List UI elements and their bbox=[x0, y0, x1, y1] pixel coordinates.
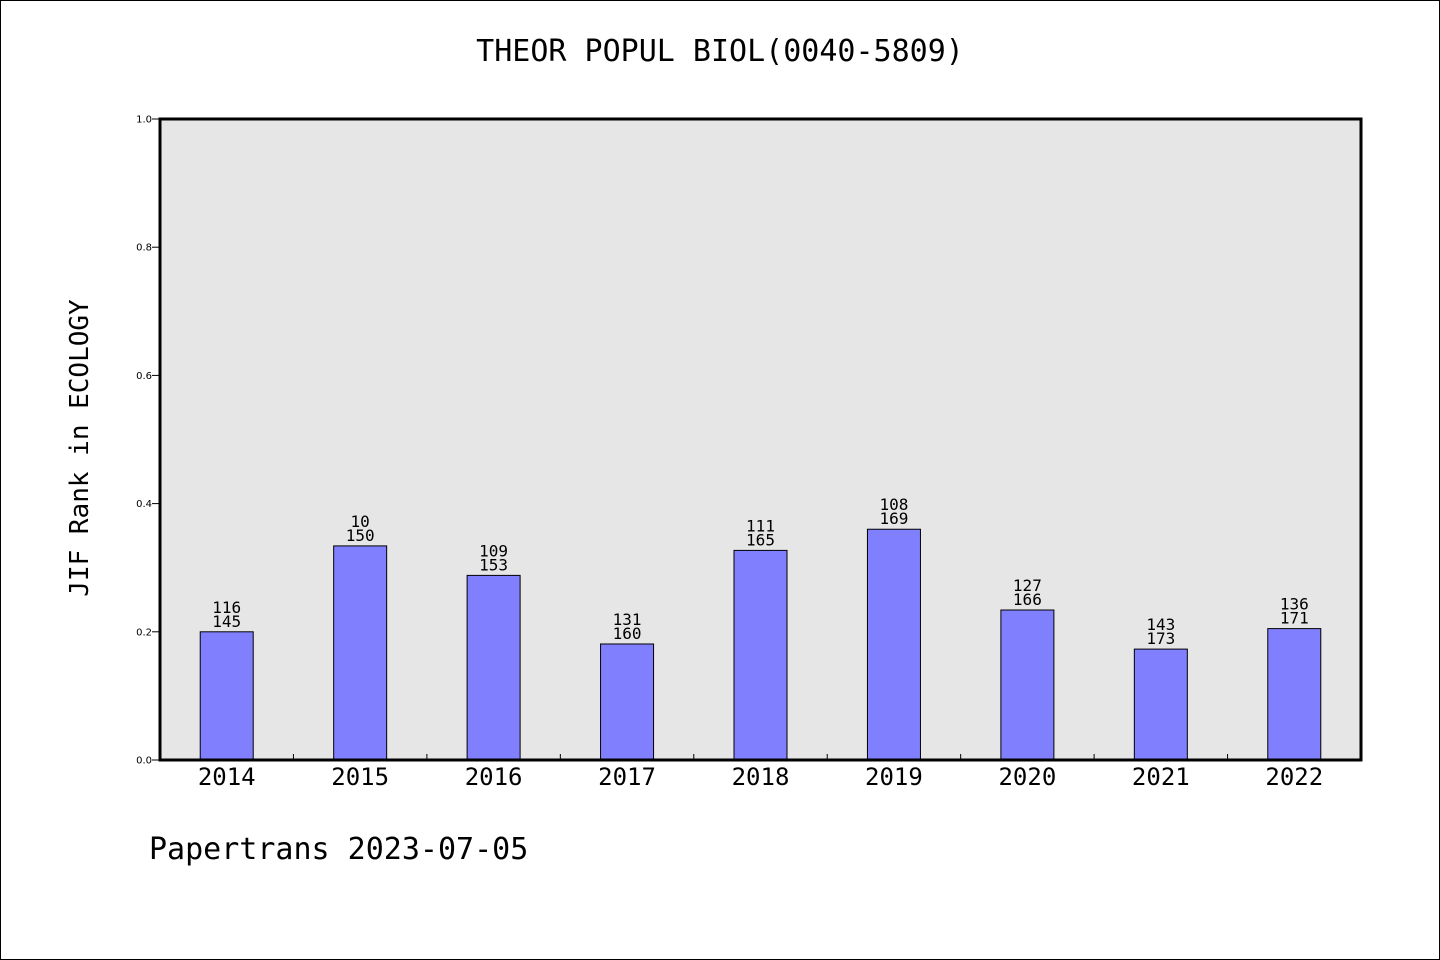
bar-rank-label: 109 bbox=[479, 541, 508, 560]
x-category-label: 2019 bbox=[865, 763, 923, 791]
bar bbox=[600, 643, 655, 761]
chart-title: THEOR POPUL BIOL(0040-5809) bbox=[476, 34, 964, 69]
bar bbox=[199, 631, 254, 761]
bar-total-label: 165 bbox=[746, 530, 775, 549]
x-category-label: 2022 bbox=[1265, 763, 1323, 791]
y-tick-label: 0.8 bbox=[136, 243, 152, 254]
y-axis-ticks: 0.0 0.2 0.4 0.6 0.8 1.0 bbox=[136, 115, 160, 767]
bar-total-label: 171 bbox=[1280, 609, 1309, 628]
x-category-label: 2018 bbox=[732, 763, 790, 791]
bars bbox=[199, 528, 1322, 761]
bar bbox=[733, 549, 788, 761]
bar-total-label: 169 bbox=[879, 509, 908, 528]
x-category-label: 2021 bbox=[1132, 763, 1190, 791]
bar-total-label: 166 bbox=[1013, 590, 1042, 609]
bar-total-label: 153 bbox=[479, 555, 508, 574]
bar-total-label: 160 bbox=[613, 624, 642, 643]
bar bbox=[333, 545, 388, 761]
y-tick-label: 0.6 bbox=[136, 371, 152, 382]
x-category-label: 2015 bbox=[331, 763, 389, 791]
footer-credit: Papertrans 2023-07-05 bbox=[149, 832, 529, 867]
bar-rank-label: 143 bbox=[1146, 615, 1175, 634]
bar-rank-label: 111 bbox=[746, 516, 775, 535]
bar bbox=[866, 528, 921, 761]
bar-rank-label: 136 bbox=[1280, 595, 1309, 614]
bar-rank-label: 10 bbox=[351, 512, 370, 531]
category-labels: 2014 2015 2016 2017 2018 2019 2020 2021 2022 bbox=[198, 763, 1323, 791]
bar-rank-label: 127 bbox=[1013, 576, 1042, 595]
x-category-label: 2016 bbox=[465, 763, 523, 791]
bar bbox=[466, 574, 521, 761]
y-tick-label: 0.4 bbox=[136, 499, 152, 510]
bar bbox=[1000, 609, 1055, 761]
y-tick-label: 0.2 bbox=[136, 627, 152, 638]
y-tick-label: 1.0 bbox=[136, 115, 152, 126]
bar-rank-label: 116 bbox=[212, 598, 241, 617]
x-category-label: 2014 bbox=[198, 763, 256, 791]
bar-total-label: 145 bbox=[212, 612, 241, 631]
bar-rank-label: 108 bbox=[879, 495, 908, 514]
plot-border bbox=[158, 117, 1363, 762]
bar-total-label: 173 bbox=[1146, 629, 1175, 648]
bar bbox=[1133, 648, 1188, 761]
bar-rank-label: 131 bbox=[613, 610, 642, 629]
bar-total-label: 150 bbox=[346, 526, 375, 545]
bar bbox=[1267, 628, 1322, 761]
y-tick-label: 0.0 bbox=[136, 756, 152, 767]
x-category-label: 2017 bbox=[598, 763, 656, 791]
x-category-label: 2020 bbox=[998, 763, 1056, 791]
